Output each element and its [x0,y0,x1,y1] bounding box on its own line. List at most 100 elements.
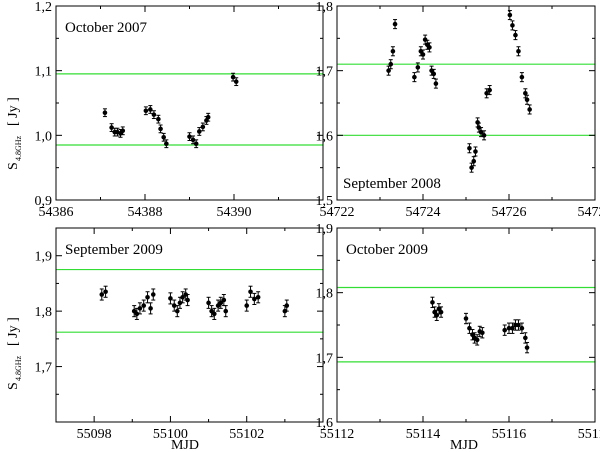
data-point [185,297,190,303]
data-point [469,165,474,170]
data-point [164,141,169,147]
data-point [168,296,173,301]
data-point [156,116,161,122]
panel-title: September 2008 [343,176,441,192]
plot-frame [336,5,596,201]
panel-1: 54386 54388 54390 0,9 1,0 1,1 1,2 October 2007 [35,0,324,220]
y-tick-label: 1,9 [316,222,334,237]
y-axis-title-main: S [6,382,21,390]
data-point [171,303,177,308]
data-point [248,289,253,295]
data-point [252,296,257,302]
x-tick-label: 55114 [406,427,440,442]
data-point [148,306,153,311]
data-point [422,37,428,42]
data-point [137,306,143,311]
y-tick-label: 1,2 [35,0,53,15]
data-point [102,110,108,115]
data-point [467,145,472,151]
y-tick-label: 1,5 [316,194,334,209]
data-point [200,124,206,130]
data-point [513,32,518,38]
data-point [120,128,126,134]
x-tick-label: 54726 [492,205,527,220]
data-point [516,322,521,328]
data-point [255,294,261,300]
data-point [145,294,150,300]
data-point [143,108,149,114]
panel-title: October 2007 [65,20,148,36]
data-point [506,325,512,331]
data-point [109,125,114,130]
data-point [187,134,192,139]
data-point [519,325,525,331]
data-point [196,129,202,134]
data-point [476,125,482,130]
panel-2: 54722 54724 54726 54728 1,5 1,6 1,7 1,8 Septembe… [316,0,600,220]
panel-4: 55112 55114 55116 55118 1,6 1,7 1,8 1,9 October … [316,222,600,442]
data-point [223,308,229,314]
y-axis-title-subscript: 4.8GHz [14,355,23,381]
data-point [427,45,432,50]
data-point [148,107,153,112]
y-axis-title-top: S 4.8GHz [ Jy ] [6,97,23,170]
y-tick-label: 1,9 [35,250,53,265]
data-point [412,74,417,80]
y-axis-title-unit: [ Jy ] [6,97,21,126]
x-tick-label: 55098 [77,427,112,442]
x-tick-label: 55118 [578,427,600,442]
y-tick-label: 1,8 [35,305,53,320]
data-point [206,300,211,306]
y-axis-title-subscript: 4.8GHz [14,135,23,161]
data-point [474,337,480,343]
y-axis-title-unit: [ Jy ] [6,317,21,346]
y-tick-label: 1,6 [316,129,334,144]
data-point [473,149,478,154]
x-tick-label: 54728 [578,205,600,220]
x-axis-title-right: MJD [450,438,478,452]
data-point [420,52,426,57]
data-point [502,327,508,333]
data-point [510,23,515,28]
data-point [527,107,532,112]
data-point [432,309,437,315]
data-point [233,79,239,84]
data-point [523,91,528,96]
y-tick-label: 1,8 [316,0,334,15]
data-point [415,65,421,70]
data-point [524,345,530,350]
data-point [177,300,183,306]
data-point [284,303,290,308]
x-tick-label: 54390 [217,205,252,220]
data-point [431,71,437,77]
x-tick-label: 54724 [406,205,441,220]
panel-title: October 2009 [346,242,428,258]
x-axis-title-left: MJD [171,438,199,452]
data-point [103,289,108,295]
y-tick-label: 1,0 [35,129,53,144]
y-tick-label: 1,7 [316,65,334,80]
data-point [134,311,140,317]
data-point [438,309,444,315]
x-tick-label: 54388 [128,205,163,220]
data-point [470,332,475,338]
data-point [519,74,525,80]
data-point [174,308,180,314]
data-point [463,316,469,321]
data-point [487,87,492,93]
data-point [481,133,487,138]
data-point [180,294,185,300]
data-point [244,303,250,308]
data-point [524,97,530,103]
data-point [436,306,442,312]
data-point [386,68,391,73]
data-point [471,158,477,164]
data-point [161,134,166,140]
plot-frame [55,227,324,423]
data-point [99,292,105,297]
data-point [218,300,224,306]
data-point [388,61,394,67]
y-tick-label: 1,1 [35,65,53,80]
